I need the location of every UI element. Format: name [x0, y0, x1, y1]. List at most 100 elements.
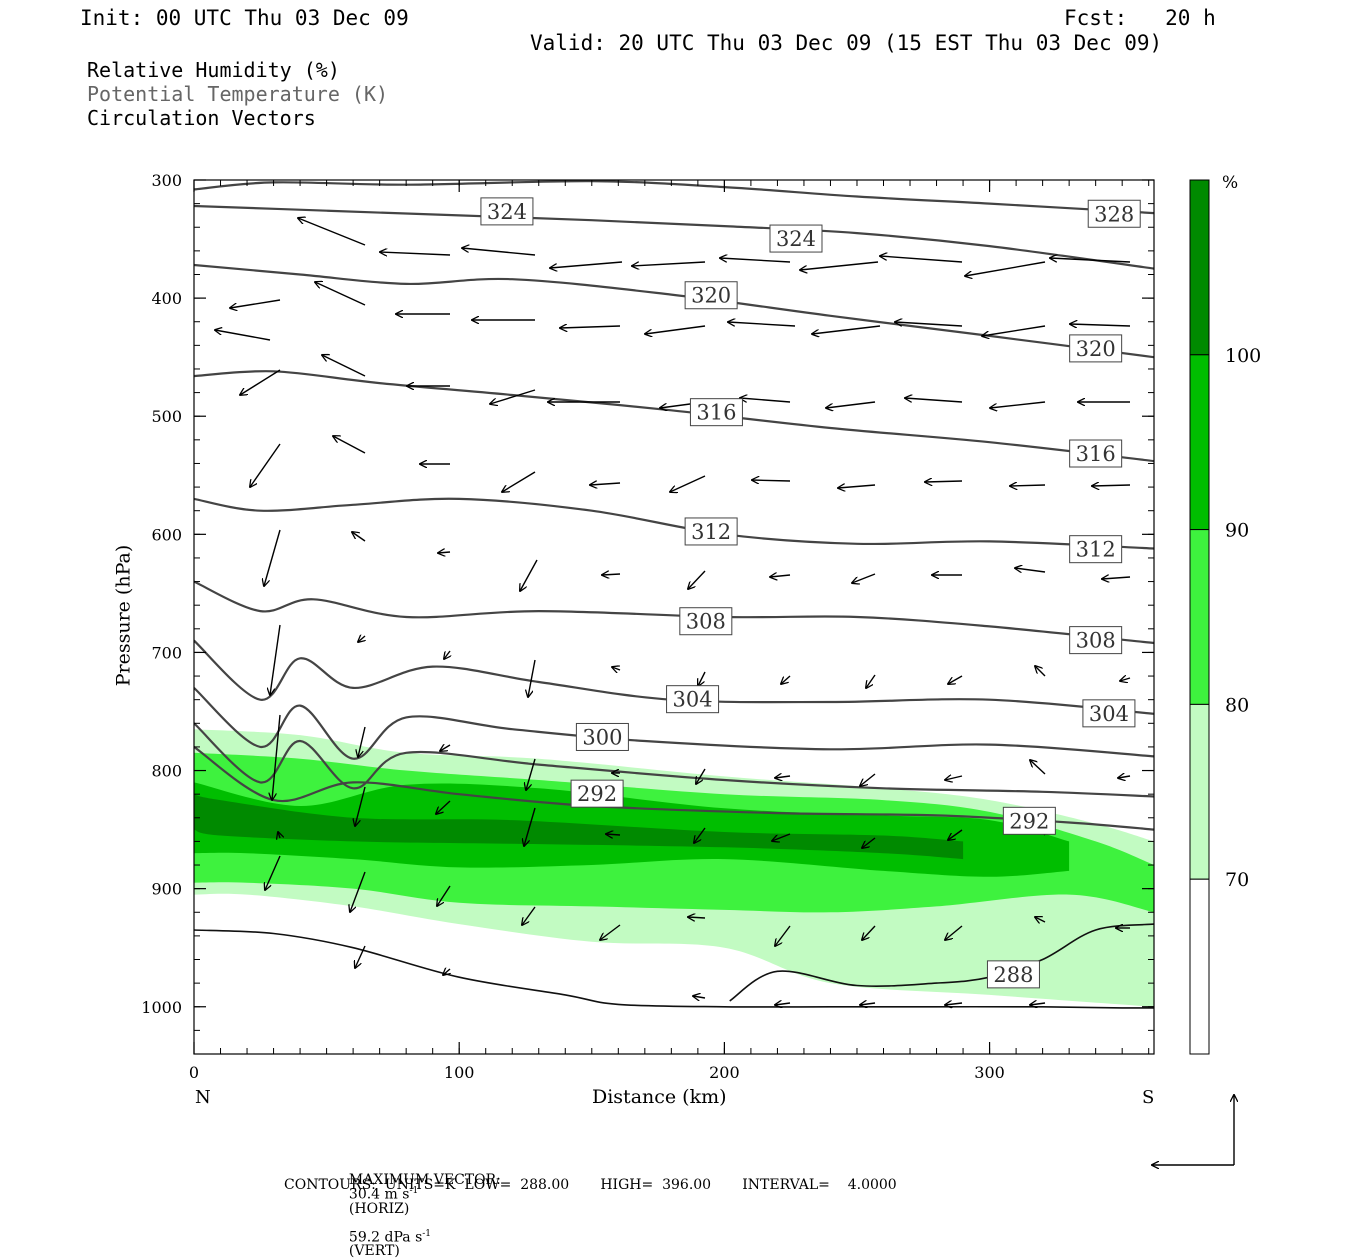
circulation-vector	[775, 925, 791, 946]
contour-label-text: 320	[1076, 337, 1116, 361]
circulation-vector	[696, 768, 706, 784]
contour-label-box	[1069, 439, 1123, 468]
rh-band-100	[194, 794, 964, 860]
contour-label-text: 292	[577, 782, 617, 806]
theta-contour-308	[194, 580, 1154, 645]
circulation-vector	[728, 322, 796, 327]
circulation-vector	[230, 299, 281, 308]
x-tick-label: 300	[974, 1063, 1005, 1082]
contour-label-box	[1069, 626, 1123, 655]
rh-shading	[194, 729, 1154, 1007]
y-tick-label: 900	[151, 880, 182, 899]
circulation-vector	[1070, 324, 1131, 326]
circulation-vector	[265, 855, 281, 890]
contour-label-308: 308	[1069, 626, 1123, 655]
y-tick-label: 300	[151, 171, 182, 190]
circulation-vector	[522, 906, 536, 925]
contour-label-box	[689, 398, 743, 427]
y-tick-label: 1000	[141, 998, 182, 1017]
theta-contour-312	[194, 497, 1154, 550]
contour-label-308: 308	[679, 607, 733, 636]
circulation-vector	[1118, 776, 1131, 778]
contour-label-box	[986, 960, 1040, 989]
contour-label-text: 292	[1009, 809, 1049, 833]
contour-label-300: 300	[575, 722, 629, 751]
circulation-vector	[438, 552, 451, 553]
contour-label-box	[1069, 334, 1123, 363]
init-time: Init: 00 UTC Thu 03 Dec 09	[80, 6, 409, 30]
circulation-vector	[315, 282, 366, 306]
circulation-vector	[612, 667, 621, 670]
contour-label-text: 304	[673, 688, 713, 712]
contour-label-text: 328	[1094, 202, 1134, 226]
circulation-vector	[852, 573, 876, 583]
circulation-vector	[350, 871, 366, 912]
circulation-vector	[322, 355, 366, 377]
circulation-vector	[1050, 258, 1131, 263]
contour-label-text: 320	[691, 284, 731, 308]
contour-label-324: 324	[769, 224, 823, 253]
cross-section-chart: 3243243283203203163163123123083083043043…	[15, 171, 1261, 1200]
circulation-vector	[694, 827, 706, 843]
circulation-vector	[720, 258, 791, 263]
circulation-vector	[380, 252, 451, 255]
contour-label-316: 316	[689, 398, 743, 427]
circulation-vector	[520, 559, 538, 591]
max-vector-label: MAXIMUM VECTOR:	[348, 1172, 501, 1188]
circulation-vector	[752, 480, 791, 481]
axes: 300 400 500 600 700 800 900 1000 0 100 200 300	[141, 171, 1154, 1082]
x-right-label-s: S	[1142, 1087, 1155, 1108]
circulation-vector	[240, 369, 281, 395]
colorbar-level-label: 90	[1225, 520, 1249, 542]
colorbar-segment	[1189, 878, 1210, 1055]
circulation-vector	[550, 261, 623, 268]
contour-label-text: 300	[582, 725, 622, 749]
max-vector-horiz-exp: -1	[409, 1186, 419, 1196]
circulation-vector	[15, 331, 80, 340]
circulation-vector	[443, 969, 450, 975]
circulation-vector	[462, 248, 536, 256]
circulation-vector	[698, 671, 706, 686]
circulation-vector	[1035, 666, 1046, 677]
circulation-vector	[606, 834, 621, 835]
contour-label-box	[575, 722, 629, 751]
contour-label-320: 320	[1069, 334, 1123, 363]
max-vector-horiz-tag: (HORIZ)	[348, 1200, 410, 1217]
contour-label-text: 308	[686, 610, 726, 634]
circulation-vector	[358, 636, 365, 642]
circulation-vector	[1030, 1003, 1046, 1005]
colorbar-level-label: 100	[1225, 345, 1261, 367]
contour-label-text: 316	[696, 401, 736, 425]
colorbar-level-label: 70	[1225, 869, 1249, 891]
circulation-vector	[440, 745, 451, 751]
footer-max-vector: MAXIMUM VECTOR: 30.4 m s-1 (HORIZ) 59.2 …	[340, 1159, 501, 1258]
circulation-vector	[770, 575, 791, 577]
contour-label-292: 292	[1002, 806, 1056, 835]
valid-time: Valid: 20 UTC Thu 03 Dec 09 (15 EST Thu …	[530, 31, 1163, 55]
theta-contour-328	[194, 180, 1154, 215]
colorbar-segment	[1189, 703, 1210, 880]
max-vector-vert-tag: (VERT)	[348, 1243, 400, 1259]
circulation-vector	[645, 325, 706, 334]
contour-label-box	[769, 224, 823, 253]
circulation-vector	[1092, 485, 1131, 486]
circulation-vector	[945, 1003, 963, 1005]
contour-label-text: 324	[487, 200, 527, 224]
contour-label-box	[1002, 806, 1056, 835]
circulation-vector	[945, 776, 963, 780]
circulation-vector	[866, 674, 876, 688]
circulation-vector	[982, 325, 1046, 336]
circulation-vector	[278, 832, 280, 838]
colorbar-unit: %	[1222, 173, 1238, 193]
y-axis-title: Pressure (hPa)	[112, 544, 135, 687]
y-tick-label: 600	[151, 525, 182, 544]
circulation-vector	[945, 925, 963, 940]
circulation-vector	[355, 786, 366, 826]
circulation-vector	[355, 945, 366, 968]
contour-labels: 324 324 328 320 320 316 316 312 312 308 308 304 304 3…	[480, 197, 1141, 989]
circulation-vector	[528, 659, 536, 697]
colorbar-level-label: 80	[1225, 694, 1249, 716]
circulation-vector	[990, 401, 1046, 408]
theta-contour-296	[194, 722, 1154, 798]
circulation-vector	[526, 758, 536, 790]
